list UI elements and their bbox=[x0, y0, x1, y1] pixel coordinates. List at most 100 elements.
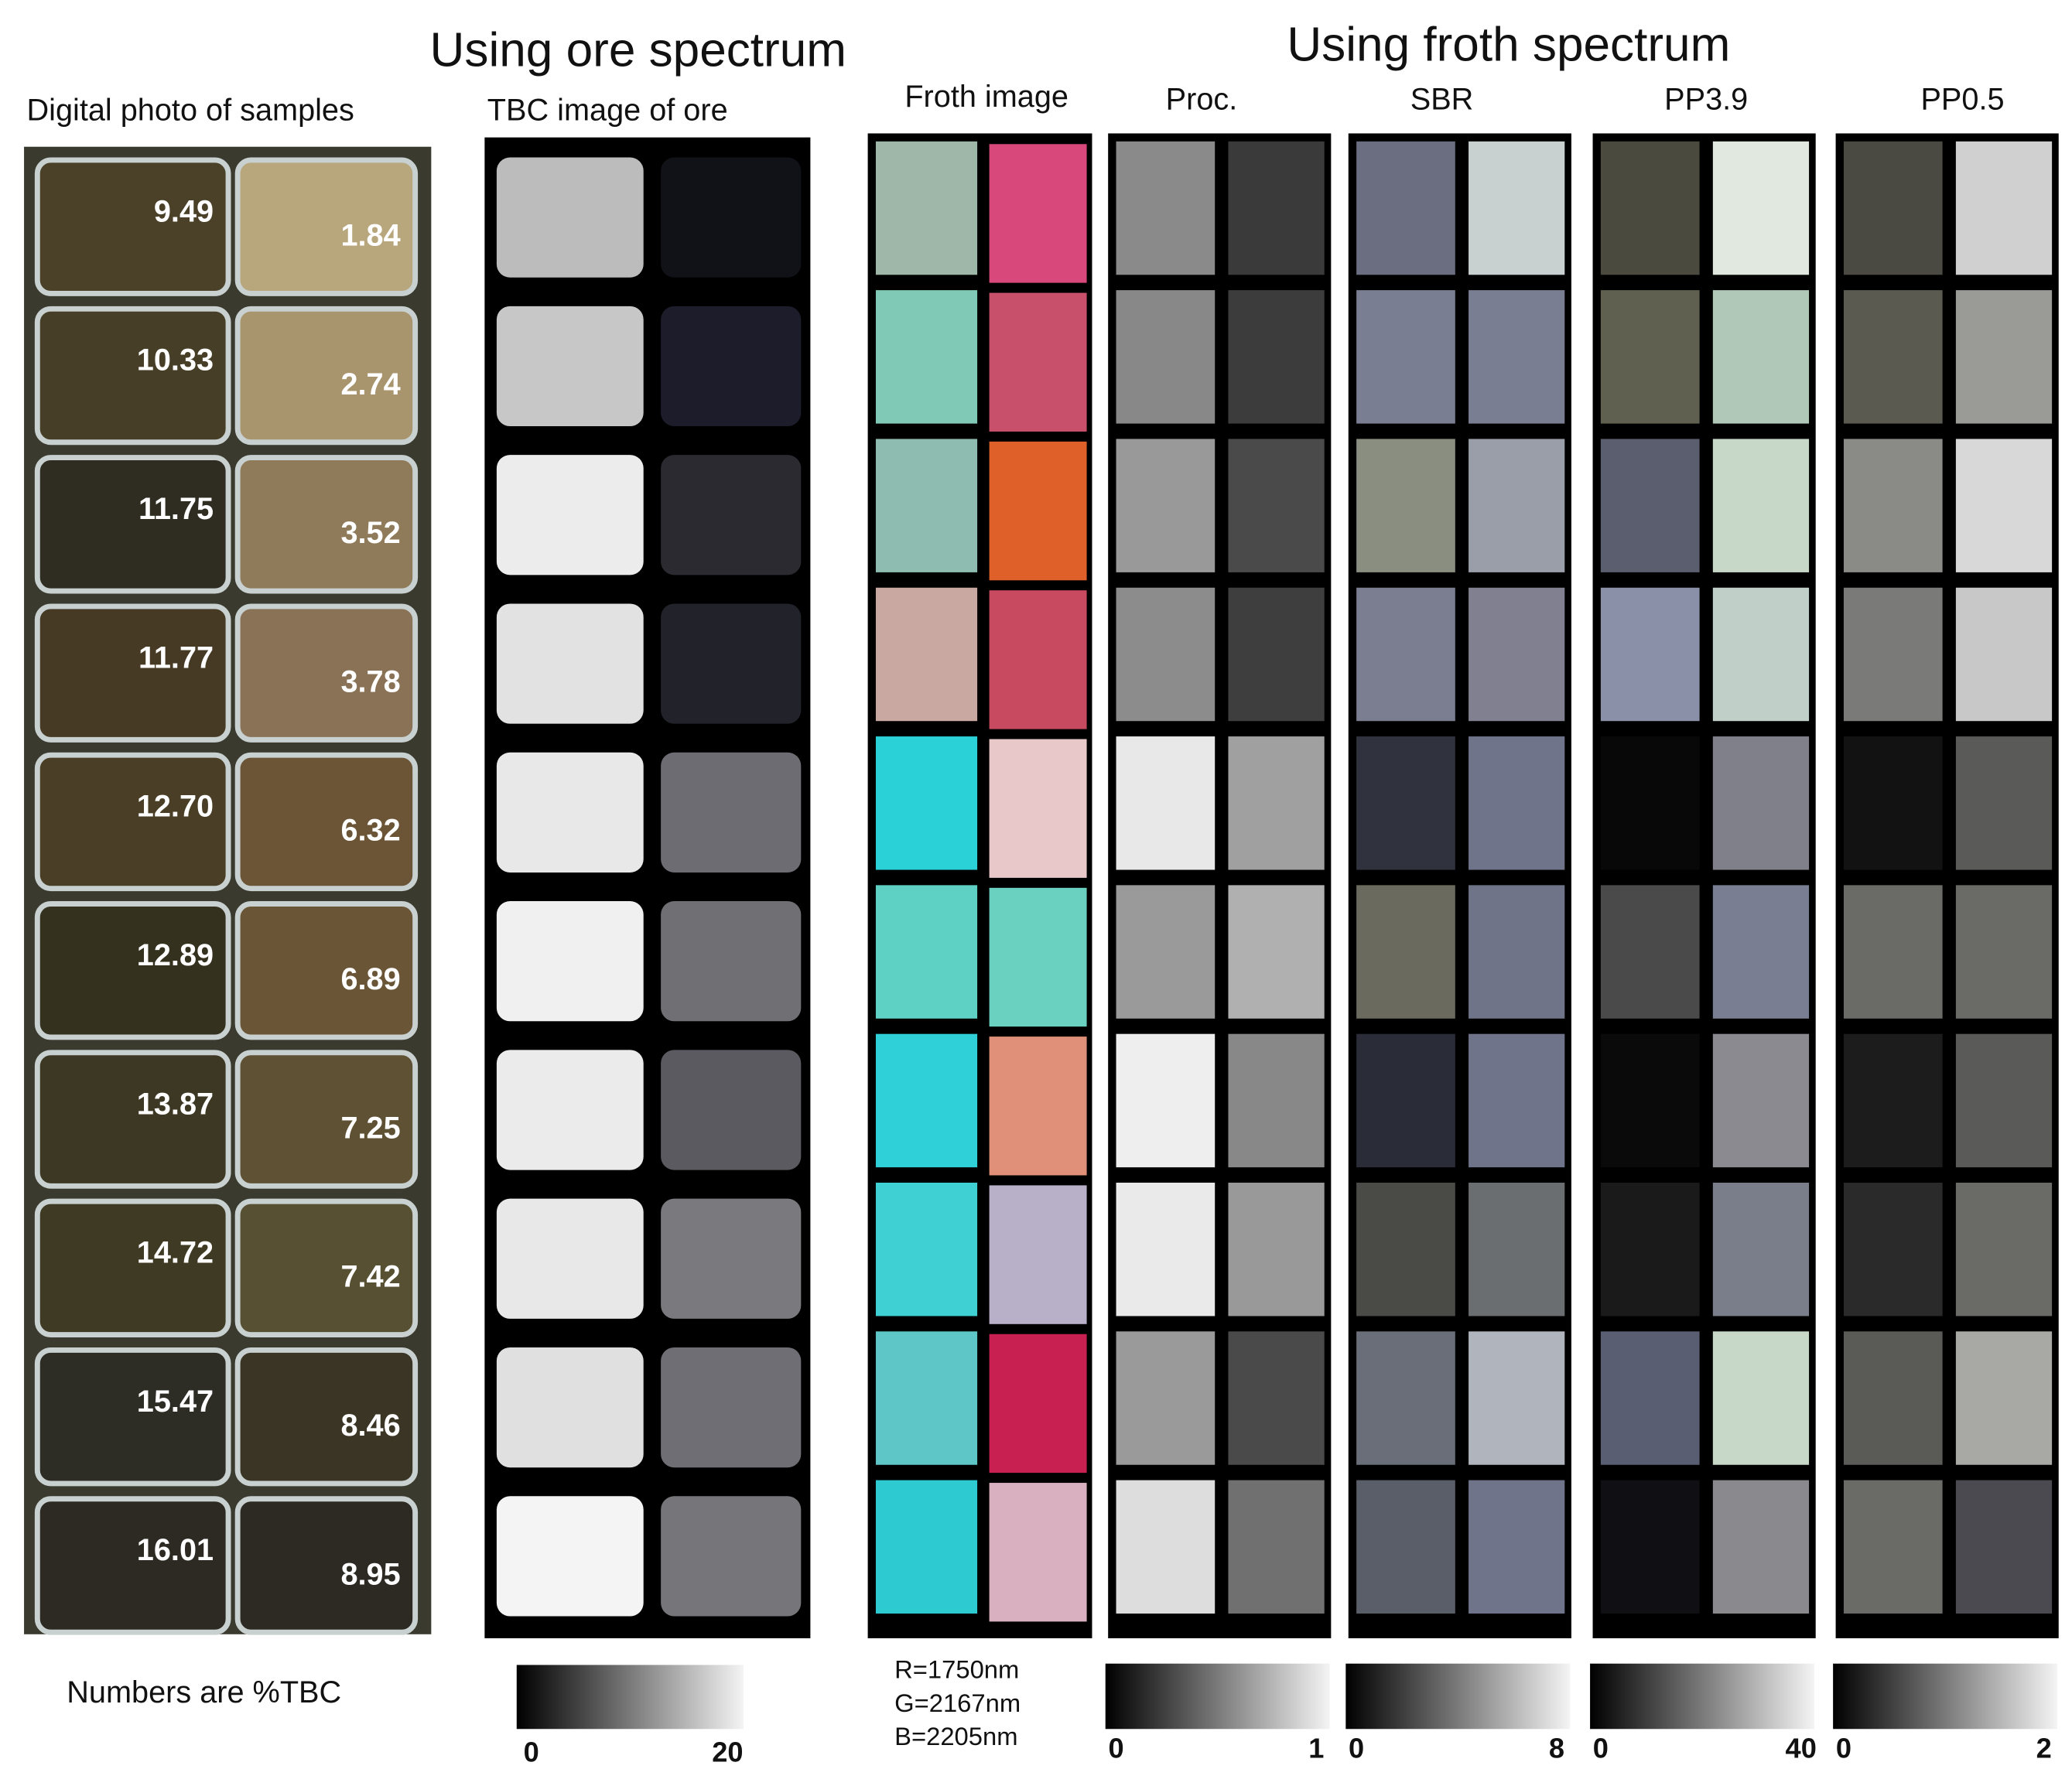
band-label: B=2205nm bbox=[894, 1722, 1017, 1750]
map-tile bbox=[1955, 1480, 2053, 1614]
map-tile bbox=[1469, 141, 1565, 275]
froth-tile bbox=[989, 739, 1087, 878]
map-tile bbox=[1955, 885, 2053, 1019]
froth-tile bbox=[875, 736, 978, 870]
colorbar-max: 20 bbox=[712, 1737, 743, 1768]
map-tile bbox=[1955, 587, 2053, 722]
froth-heading: Using froth spectrum bbox=[1287, 19, 1730, 72]
tbc-value: 2.74 bbox=[340, 367, 400, 401]
map-tile bbox=[1955, 736, 2053, 870]
froth-tile bbox=[875, 1331, 978, 1465]
ore-tile bbox=[496, 603, 644, 724]
ore-tile bbox=[496, 752, 644, 873]
map-tile bbox=[1712, 1182, 1810, 1317]
ore-tile bbox=[496, 455, 644, 575]
sample-tile bbox=[234, 603, 419, 743]
ore-tile bbox=[661, 1347, 802, 1468]
froth-tile bbox=[989, 590, 1087, 729]
map-tile bbox=[1843, 1331, 1943, 1465]
sample-tile bbox=[234, 306, 419, 446]
map-tile bbox=[1116, 587, 1216, 722]
ore-tile bbox=[496, 1347, 644, 1468]
sample-tile bbox=[34, 306, 231, 446]
map-tile bbox=[1116, 1331, 1216, 1465]
froth-tile bbox=[875, 1033, 978, 1168]
colorbar-max: 1 bbox=[1308, 1732, 1324, 1764]
map-tile bbox=[1356, 587, 1455, 722]
tbc-value: 7.42 bbox=[340, 1260, 400, 1294]
froth-tile bbox=[875, 1182, 978, 1317]
tbc-value: 11.77 bbox=[138, 640, 214, 674]
tbc-title: TBC image of ore bbox=[487, 93, 728, 127]
map-tile bbox=[1843, 736, 1943, 870]
colorbar-min: 0 bbox=[1593, 1732, 1609, 1764]
map-tile bbox=[1116, 1480, 1216, 1614]
map-tile bbox=[1712, 885, 1810, 1019]
map-tile bbox=[1356, 1033, 1455, 1168]
map-tile bbox=[1712, 736, 1810, 870]
map-tile bbox=[1116, 290, 1216, 424]
colorbar-max: 8 bbox=[1549, 1732, 1564, 1764]
tbc-value: 15.47 bbox=[137, 1385, 214, 1419]
sample-tile bbox=[234, 1496, 419, 1635]
sample-tile bbox=[34, 1347, 231, 1487]
map-tile bbox=[1712, 1033, 1810, 1168]
map-tile bbox=[1843, 1480, 1943, 1614]
tbc-value: 10.33 bbox=[137, 343, 214, 377]
map-tile bbox=[1600, 1331, 1700, 1465]
map-tile bbox=[1955, 141, 2053, 275]
sample-tile bbox=[34, 1198, 231, 1338]
map-tile bbox=[1116, 1033, 1216, 1168]
colorbar bbox=[1833, 1663, 2058, 1730]
sample-tile bbox=[34, 455, 231, 594]
map-tile bbox=[1116, 885, 1216, 1019]
tbc-value: 13.87 bbox=[137, 1087, 214, 1121]
panel-title: PP0.5 bbox=[1920, 83, 2004, 117]
froth-tile bbox=[989, 292, 1087, 432]
map-tile bbox=[1955, 1033, 2053, 1168]
map-tile bbox=[1600, 587, 1700, 722]
tbc-value: 11.75 bbox=[138, 492, 214, 526]
map-tile bbox=[1600, 439, 1700, 572]
ore-tile bbox=[496, 1496, 644, 1617]
map-tile bbox=[1469, 1033, 1565, 1168]
colorbar-max: 40 bbox=[1786, 1732, 1817, 1764]
map-tile bbox=[1356, 1480, 1455, 1614]
colorbar bbox=[1105, 1663, 1330, 1730]
sample-tile bbox=[34, 1496, 231, 1635]
map-tile bbox=[1356, 141, 1455, 275]
tbc-value: 6.89 bbox=[340, 962, 400, 996]
map-tile bbox=[1469, 736, 1565, 870]
map-tile bbox=[1600, 1033, 1700, 1168]
map-tile bbox=[1116, 439, 1216, 572]
froth-tile bbox=[875, 439, 978, 572]
froth-tile bbox=[875, 1480, 978, 1614]
map-tile bbox=[1955, 1331, 2053, 1465]
map-tile bbox=[1712, 439, 1810, 572]
froth-tile bbox=[989, 1036, 1087, 1176]
map-tile bbox=[1600, 885, 1700, 1019]
map-tile bbox=[1116, 1182, 1216, 1317]
map-tile bbox=[1469, 290, 1565, 424]
ore-tile bbox=[496, 1050, 644, 1170]
map-tile bbox=[1228, 1033, 1325, 1168]
ore-heading: Using ore spectrum bbox=[430, 23, 846, 77]
ore-tile bbox=[661, 1050, 802, 1170]
map-tile bbox=[1712, 1331, 1810, 1465]
panel-title: SBR bbox=[1410, 83, 1474, 117]
map-tile bbox=[1955, 439, 2053, 572]
sample-tile bbox=[234, 752, 419, 892]
map-tile bbox=[1356, 290, 1455, 424]
froth-tile bbox=[989, 1334, 1087, 1474]
map-tile bbox=[1228, 736, 1325, 870]
sample-tile bbox=[34, 157, 231, 296]
sample-tile bbox=[234, 157, 419, 296]
map-tile bbox=[1469, 885, 1565, 1019]
map-tile bbox=[1228, 1480, 1325, 1614]
sample-tile bbox=[234, 1198, 419, 1338]
band-label: G=2167nm bbox=[894, 1689, 1021, 1717]
map-tile bbox=[1955, 290, 2053, 424]
map-tile bbox=[1228, 439, 1325, 572]
tbc-value: 12.89 bbox=[137, 938, 214, 972]
map-tile bbox=[1955, 1182, 2053, 1317]
